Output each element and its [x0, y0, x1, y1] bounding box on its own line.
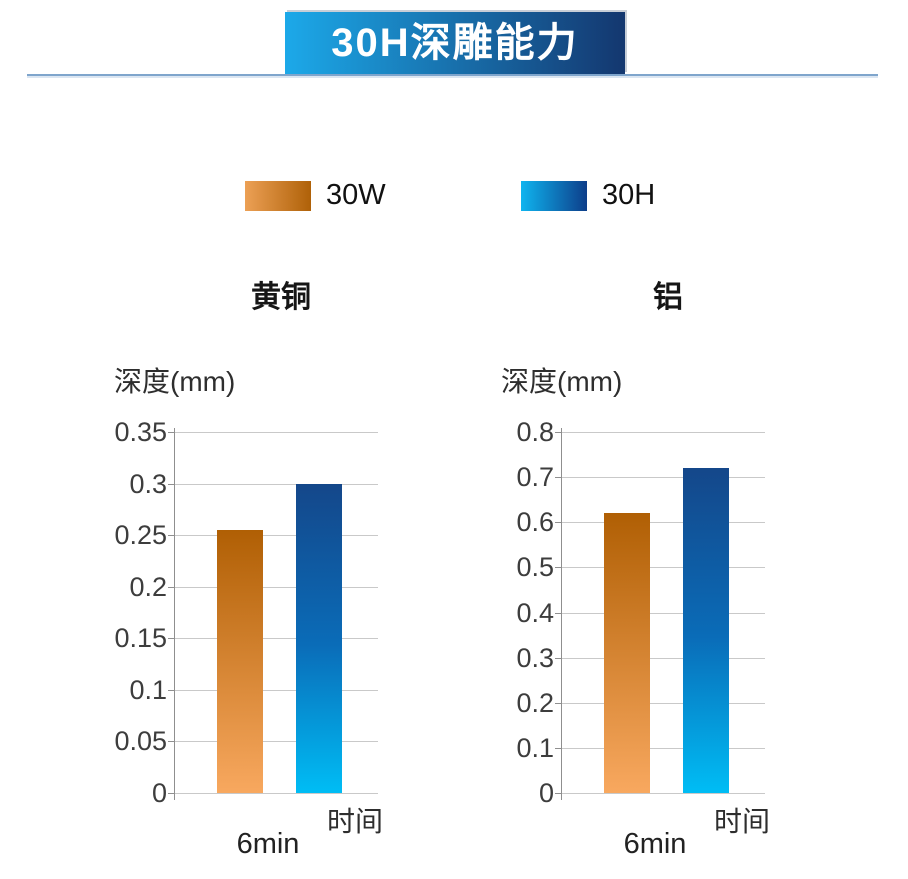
page-title: 30H深雕能力	[331, 21, 579, 65]
legend-label-30w: 30W	[326, 179, 386, 211]
gridline	[175, 690, 378, 691]
legend-item-30w: 30W	[245, 180, 386, 211]
y-axis-tick	[168, 793, 174, 794]
y-axis-tick	[168, 535, 174, 536]
x-category-label: 6min	[236, 828, 300, 860]
page-title-banner: 30H深雕能力	[285, 12, 625, 74]
gridline	[175, 638, 378, 639]
y-axis-tick	[168, 741, 174, 742]
y-axis-title: 深度(mm)	[501, 366, 623, 397]
legend-swatch-30w	[245, 180, 311, 211]
y-axis-tick	[168, 484, 174, 485]
bar-30w	[604, 513, 650, 793]
y-tick-label: 0.3	[129, 469, 167, 499]
y-axis-tick	[555, 432, 561, 433]
y-axis-tick	[168, 587, 174, 588]
x-category-label: 6min	[623, 828, 687, 860]
x-axis-title: 时间	[326, 806, 383, 837]
gridline	[562, 658, 765, 659]
plot-area	[555, 428, 765, 800]
gridline	[562, 793, 765, 794]
y-axis-tick	[168, 638, 174, 639]
chart-title-aluminum: 铝	[653, 281, 683, 314]
gridline	[562, 703, 765, 704]
y-tick-label: 0.4	[516, 598, 554, 628]
y-tick-label: 0.15	[114, 623, 167, 653]
y-axis-tick	[555, 748, 561, 749]
y-tick-label: 0.1	[516, 733, 554, 763]
y-tick-label: 0.05	[114, 726, 167, 756]
gridline	[562, 567, 765, 568]
header-divider	[27, 74, 878, 76]
y-tick-label: 0.8	[516, 417, 554, 447]
plot-area	[168, 428, 378, 800]
gridline	[175, 484, 378, 485]
y-tick-label: 0	[151, 778, 167, 808]
y-axis-tick	[555, 793, 561, 794]
gridline	[175, 587, 378, 588]
y-tick-label: 0.5	[516, 552, 554, 582]
y-tick-label: 0.2	[516, 688, 554, 718]
y-axis-tick	[555, 658, 561, 659]
gridline	[175, 793, 378, 794]
chart-brass: 黄铜 深度(mm) 时间 6min 0.35 0.3 0.25 0.2 0.15 0.1 0…	[100, 260, 430, 878]
legend-swatch-30h	[521, 180, 587, 211]
bar-30w	[217, 530, 263, 793]
gridline	[562, 613, 765, 614]
legend-label-30h: 30H	[602, 179, 656, 211]
y-axis-tick	[555, 522, 561, 523]
y-axis-line	[561, 428, 562, 800]
y-tick-label: 0.2	[129, 572, 167, 602]
y-tick-label: 0.3	[516, 643, 554, 673]
gridline	[175, 535, 378, 536]
x-axis-title: 时间	[713, 806, 770, 837]
bar-30h	[296, 484, 342, 793]
y-axis-tick	[168, 690, 174, 691]
y-tick-label: 0.25	[114, 520, 167, 550]
gridline	[175, 741, 378, 742]
y-axis-tick	[555, 613, 561, 614]
chart-aluminum: 铝 深度(mm) 时间 6min 0.8 0.7 0.6 0.5 0.4 0.3 0.2 0.…	[487, 260, 817, 878]
y-axis-title: 深度(mm)	[114, 366, 236, 397]
y-axis-tick	[168, 432, 174, 433]
chart-title-brass: 黄铜	[251, 281, 311, 314]
legend-item-30h: 30H	[521, 180, 655, 211]
bar-30h	[683, 468, 729, 793]
gridline	[562, 477, 765, 478]
y-axis-tick	[555, 477, 561, 478]
y-axis-line	[174, 428, 175, 800]
y-tick-label: 0.7	[516, 462, 554, 492]
y-axis-tick	[555, 567, 561, 568]
gridline	[175, 432, 378, 433]
gridline	[562, 522, 765, 523]
y-tick-label: 0.35	[114, 417, 167, 447]
y-tick-label: 0.6	[516, 507, 554, 537]
gridline	[562, 432, 765, 433]
gridline	[562, 748, 765, 749]
y-tick-label: 0.1	[129, 675, 167, 705]
y-axis-tick	[555, 703, 561, 704]
y-tick-label: 0	[538, 778, 554, 808]
